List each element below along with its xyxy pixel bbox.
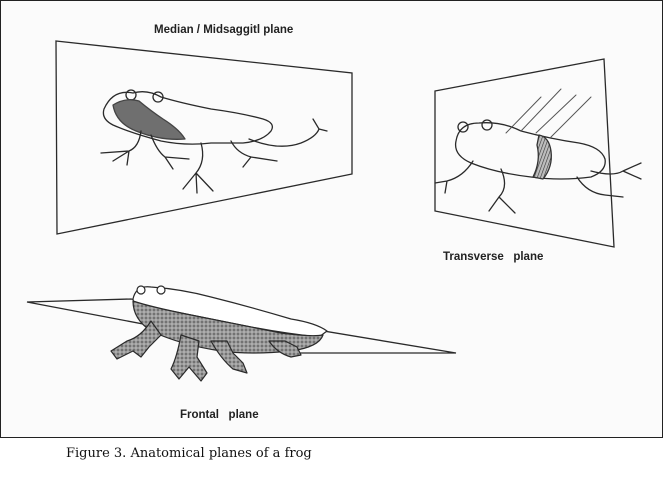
median-plane-diagram [55, 40, 353, 235]
frontal-plane-label: Frontal plane [180, 409, 259, 421]
frontal-plane-diagram [26, 285, 457, 382]
median-plane [55, 40, 353, 235]
transverse-plane-label: Transverse plane [443, 251, 544, 263]
transverse-plane-diagram [434, 58, 642, 248]
figure-caption: Figure 3. Anatomical planes of a frog [66, 446, 312, 461]
frontal-frog [110, 285, 328, 382]
transverse-frog [434, 88, 642, 214]
transverse-plane [434, 58, 615, 248]
median-plane-label: Median / Midsaggitl plane [154, 24, 294, 36]
figure-panel: Median / Midsaggitl plane Transverse pla… [0, 0, 663, 438]
anatomical-planes-illustration [26, 40, 642, 382]
median-frog [100, 89, 328, 194]
